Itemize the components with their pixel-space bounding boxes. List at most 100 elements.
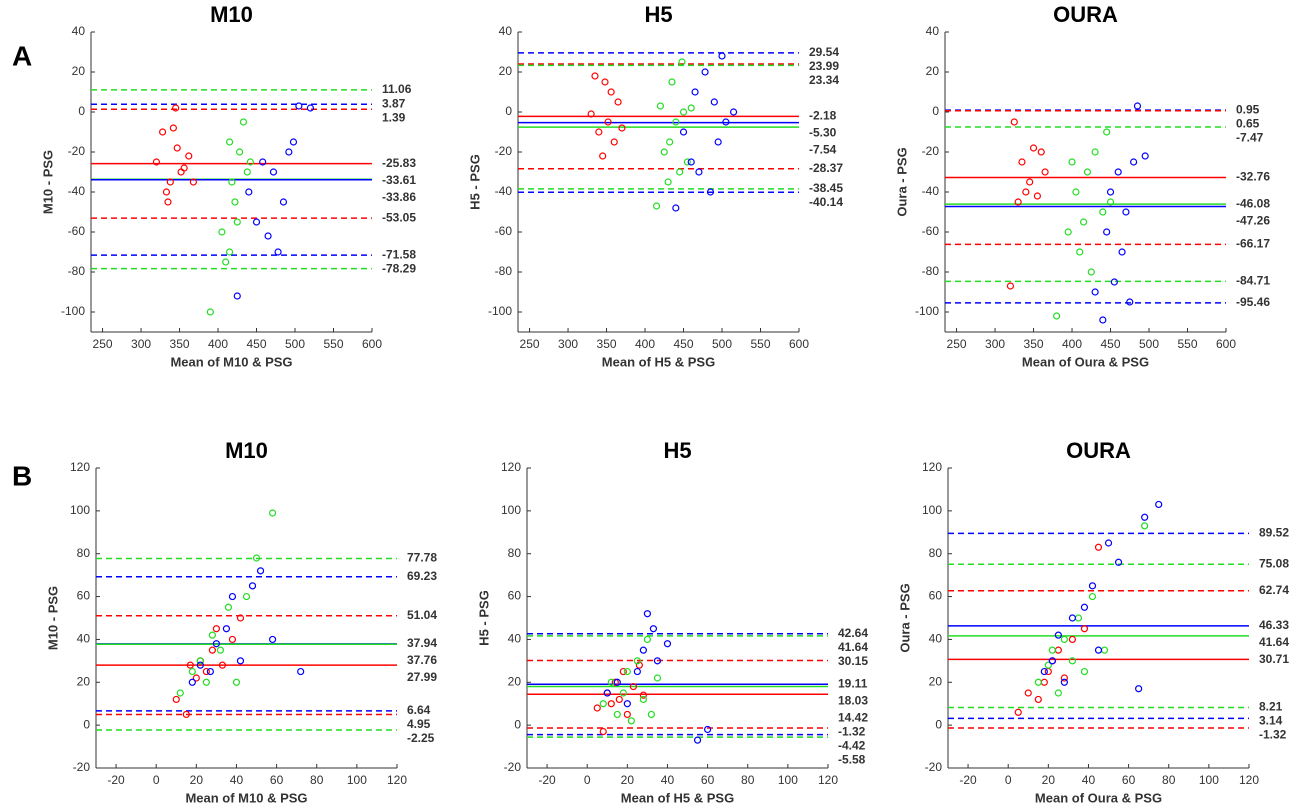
line-label: -38.45 xyxy=(809,181,843,195)
x-tick-label: 600 xyxy=(1216,337,1236,351)
y-tick-label: -20 xyxy=(73,760,91,774)
x-tick-label: 350 xyxy=(597,337,617,351)
x-tick-label: 400 xyxy=(208,337,228,351)
point xyxy=(1079,218,1088,226)
point xyxy=(242,592,251,601)
point xyxy=(172,695,180,704)
x-tick-label: 0 xyxy=(584,773,591,787)
point xyxy=(185,152,193,160)
point xyxy=(176,689,184,697)
line-label: 4.95 xyxy=(407,717,431,731)
point xyxy=(613,710,621,719)
point xyxy=(1060,678,1068,686)
point xyxy=(639,695,647,704)
x-tick-label: 500 xyxy=(1139,337,1159,351)
point xyxy=(202,678,210,686)
y-tick-label: -80 xyxy=(922,264,940,278)
point xyxy=(647,710,656,719)
x-tick-label: 20 xyxy=(621,773,635,787)
x-tick-label: 450 xyxy=(674,337,694,351)
point xyxy=(1014,198,1022,206)
point xyxy=(693,736,702,744)
point xyxy=(603,689,611,697)
line-label: 77.78 xyxy=(407,551,437,565)
y-tick-label: 0 xyxy=(78,104,85,118)
x-tick-label: 350 xyxy=(170,337,190,351)
point xyxy=(206,308,214,316)
point xyxy=(1114,558,1123,566)
line-label: 41.64 xyxy=(1259,635,1289,649)
point xyxy=(1091,148,1099,156)
point xyxy=(1054,646,1062,654)
x-tick-label: 120 xyxy=(387,773,407,787)
line-label: -7.47 xyxy=(1236,130,1264,144)
x-tick-label: 60 xyxy=(1122,773,1136,787)
line-label: -78.29 xyxy=(382,261,416,275)
point xyxy=(222,258,230,266)
x-tick-label: 500 xyxy=(712,337,732,351)
point xyxy=(1103,128,1111,136)
y-tick-label: 20 xyxy=(508,674,522,688)
point xyxy=(1068,635,1077,644)
point xyxy=(208,646,216,654)
y-tick-label: -100 xyxy=(61,304,85,318)
y-tick-label: -20 xyxy=(925,760,943,774)
point xyxy=(595,128,603,136)
line-label: 37.94 xyxy=(407,636,437,650)
point xyxy=(604,118,612,126)
point xyxy=(1118,248,1126,256)
point xyxy=(1018,158,1026,166)
point xyxy=(613,678,621,686)
point xyxy=(285,148,293,156)
line-label: -5.30 xyxy=(809,126,837,140)
point xyxy=(259,158,267,166)
y-tick-label: -60 xyxy=(68,224,86,238)
point xyxy=(1103,228,1111,236)
point xyxy=(656,102,665,110)
point xyxy=(188,667,196,676)
point xyxy=(607,88,615,96)
y-tick-label: 0 xyxy=(935,717,942,731)
line-label: 23.34 xyxy=(809,73,839,87)
point xyxy=(268,509,277,517)
point xyxy=(639,691,647,699)
y-axis-label: H5 - PSG xyxy=(476,590,491,646)
y-tick-label: 80 xyxy=(77,546,91,560)
x-tick-label: 100 xyxy=(1199,773,1219,787)
point xyxy=(248,582,257,590)
point xyxy=(1060,635,1068,644)
line-label: 46.33 xyxy=(1259,618,1289,632)
point xyxy=(1141,513,1149,521)
point xyxy=(243,168,251,176)
y-axis-label: Oura - PSG xyxy=(897,583,912,652)
point xyxy=(188,678,196,686)
y-tick-label: -20 xyxy=(504,760,522,774)
y-tick-label: 0 xyxy=(514,717,521,731)
point xyxy=(691,88,699,96)
x-tick-label: 80 xyxy=(741,773,755,787)
point xyxy=(653,657,662,665)
y-axis-label: Oura - PSG xyxy=(894,147,909,216)
line-label: 6.64 xyxy=(407,703,431,717)
y-tick-label: -100 xyxy=(915,304,939,318)
y-axis-label: M10 - PSG xyxy=(40,150,55,214)
point xyxy=(623,667,631,676)
point xyxy=(1054,631,1062,639)
line-label: 41.64 xyxy=(838,640,868,654)
x-tick-label: 250 xyxy=(520,337,540,351)
point xyxy=(1130,158,1138,166)
y-tick-label: 20 xyxy=(926,64,940,78)
line-label: -1.32 xyxy=(838,724,866,738)
y-tick-label: 120 xyxy=(922,460,942,474)
x-tick-label: 120 xyxy=(1239,773,1259,787)
x-tick-label: 600 xyxy=(362,337,382,351)
line-label: -25.83 xyxy=(382,156,416,170)
point xyxy=(683,158,691,166)
x-tick-label: 250 xyxy=(93,337,113,351)
y-tick-label: 120 xyxy=(501,460,521,474)
point xyxy=(1088,582,1097,590)
point xyxy=(239,118,248,126)
x-tick-label: 600 xyxy=(789,337,809,351)
x-axis-label: Mean of H5 & PSG xyxy=(602,354,715,369)
point xyxy=(295,102,303,110)
